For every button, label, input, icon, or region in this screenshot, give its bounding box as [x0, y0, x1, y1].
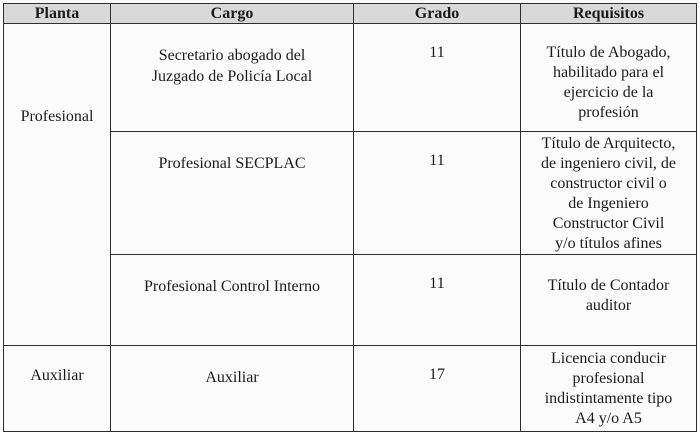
header-cell-grado: Grado [353, 3, 521, 24]
cell-requisitos-secretario-abogado: Título de Abogado, habilitado para el ej… [520, 23, 697, 132]
table-row: Profesional SECPLAC 11 Título de Arquite… [4, 131, 697, 255]
cell-grado-profesional-secplac: 11 [353, 131, 521, 255]
table-row: Profesional Secretario abogado del Juzga… [3, 23, 697, 346]
cell-requisitos-auxiliar: Licencia conducir profesional indistinta… [520, 345, 697, 432]
table-row: Profesional Control Interno 11 Título de… [4, 254, 697, 346]
cell-grado-secretario-abogado: 11 [353, 23, 521, 132]
header-cell-planta: Planta [3, 3, 111, 24]
header-cell-requisitos: Requisitos [520, 3, 697, 24]
cell-requisitos-profesional-secplac: Título de Arquitecto, de ingeniero civil… [520, 131, 697, 255]
header-cell-cargo: Cargo [110, 3, 354, 24]
cell-planta-auxiliar: Auxiliar [3, 345, 111, 432]
cell-planta-profesional: Profesional [3, 23, 111, 346]
cell-cargo-profesional-secplac: Profesional SECPLAC [110, 131, 354, 255]
table-row: Auxiliar Auxiliar 17 Licencia conducir p… [3, 345, 697, 432]
cell-cargo-control-interno: Profesional Control Interno [110, 254, 354, 346]
cell-cargo-secretario-abogado: Secretario abogado del Juzgado de Policí… [110, 23, 354, 132]
cell-cargo-auxiliar: Auxiliar [110, 345, 354, 432]
cell-grado-control-interno: 11 [353, 254, 521, 346]
staffing-table: Planta Cargo Grado Requisitos Profesiona… [3, 3, 697, 432]
cell-grado-auxiliar: 17 [353, 345, 521, 432]
header-row: Planta Cargo Grado Requisitos [3, 3, 697, 24]
cell-requisitos-control-interno: Título de Contador auditor [520, 254, 697, 346]
